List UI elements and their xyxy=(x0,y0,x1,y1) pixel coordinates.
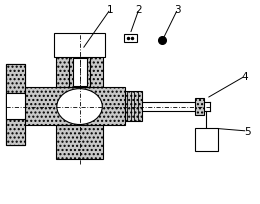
Bar xyxy=(56,54,103,88)
Bar xyxy=(6,64,25,146)
Text: 5: 5 xyxy=(244,126,251,136)
Bar xyxy=(25,88,125,125)
Bar xyxy=(195,128,218,152)
Text: 3: 3 xyxy=(174,5,181,15)
Bar xyxy=(125,92,142,121)
Bar xyxy=(56,125,103,159)
Bar xyxy=(7,94,24,119)
Bar xyxy=(6,64,25,146)
Text: 2: 2 xyxy=(136,5,142,15)
Text: 4: 4 xyxy=(242,72,248,82)
Bar xyxy=(6,94,25,119)
Circle shape xyxy=(57,89,102,125)
Bar xyxy=(195,99,204,115)
Bar xyxy=(124,35,137,43)
Bar xyxy=(54,34,106,57)
Bar xyxy=(69,57,90,88)
Bar xyxy=(73,58,87,87)
Text: 1: 1 xyxy=(107,5,114,15)
